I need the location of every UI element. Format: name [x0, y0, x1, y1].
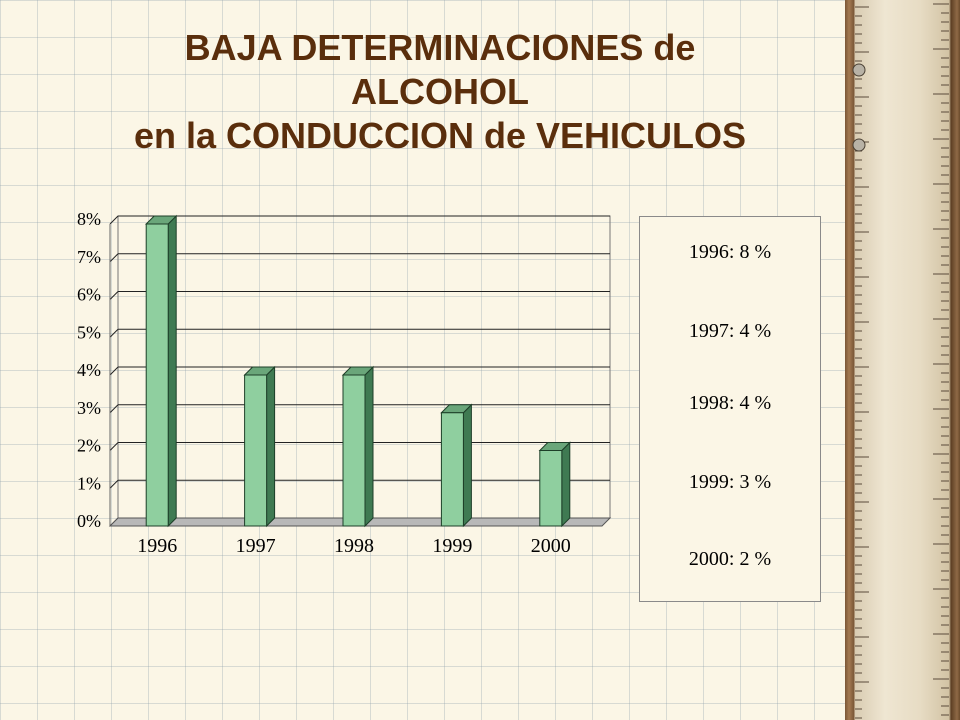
screw-icon: [852, 63, 866, 77]
x-tick-label: 1997: [236, 535, 276, 557]
y-tick-label: 2%: [77, 436, 101, 456]
legend-item-1996: 1996: 8 %: [688, 241, 772, 263]
bar-1996: [145, 223, 169, 527]
y-tick-label: 6%: [77, 285, 101, 305]
x-tick-label: 1996: [137, 535, 177, 557]
bar-side-1999: [462, 403, 472, 528]
y-tick-label: 0%: [77, 511, 101, 531]
bar-2000: [539, 450, 563, 527]
gridline-depth: [109, 328, 119, 338]
bar-1998: [342, 374, 366, 527]
bar-side-2000: [561, 441, 571, 528]
gridline-depth: [109, 479, 119, 489]
title-line-2: ALCOHOL: [351, 71, 529, 112]
legend-item-1999: 1999: 3 %: [688, 471, 772, 493]
y-tick-label: 3%: [77, 398, 101, 418]
legend-box: 1996: 8 % 1997: 4 % 1998: 4 % 1999: 3 % …: [639, 216, 821, 602]
gridline-depth: [109, 291, 119, 300]
x-tick-label: 2000: [531, 535, 571, 557]
gridline-depth: [109, 404, 119, 414]
x-tick-label: 1998: [334, 535, 374, 557]
gridline-depth: [109, 253, 119, 263]
bar-side-1998: [364, 365, 374, 528]
gridline-depth: [109, 215, 119, 225]
bar-1997: [244, 374, 268, 527]
y-tick-label: 1%: [77, 473, 101, 493]
bar-1999: [440, 412, 464, 527]
slide-title: BAJA DETERMINACIONES de ALCOHOL en la CO…: [40, 26, 840, 158]
legend-item-1998: 1998: 4 %: [688, 392, 772, 414]
ruler-decoration: [845, 0, 960, 720]
y-tick-label: 5%: [77, 322, 101, 342]
y-tick-label: 7%: [77, 247, 101, 267]
gridline-depth: [109, 366, 119, 376]
gridline-depth: [109, 442, 119, 451]
legend-item-2000: 2000: 2 %: [688, 548, 772, 570]
x-tick-label: 1999: [432, 535, 472, 557]
bar-side-1997: [266, 365, 276, 528]
legend-item-1997: 1997: 4 %: [688, 320, 772, 342]
bar-side-1996: [167, 214, 177, 528]
title-line-1: BAJA DETERMINACIONES de: [184, 27, 696, 68]
y-tick-label: 4%: [77, 360, 101, 380]
screw-icon: [852, 138, 866, 152]
title-line-3: en la CONDUCCION de VEHICULOS: [133, 115, 747, 156]
bar-chart: 0% 1% 2% 3% 4% 5% 6% 7% 8% 1996 1997 1998 1999 2000: [77, 209, 612, 557]
y-tick-label: 8%: [77, 209, 101, 229]
